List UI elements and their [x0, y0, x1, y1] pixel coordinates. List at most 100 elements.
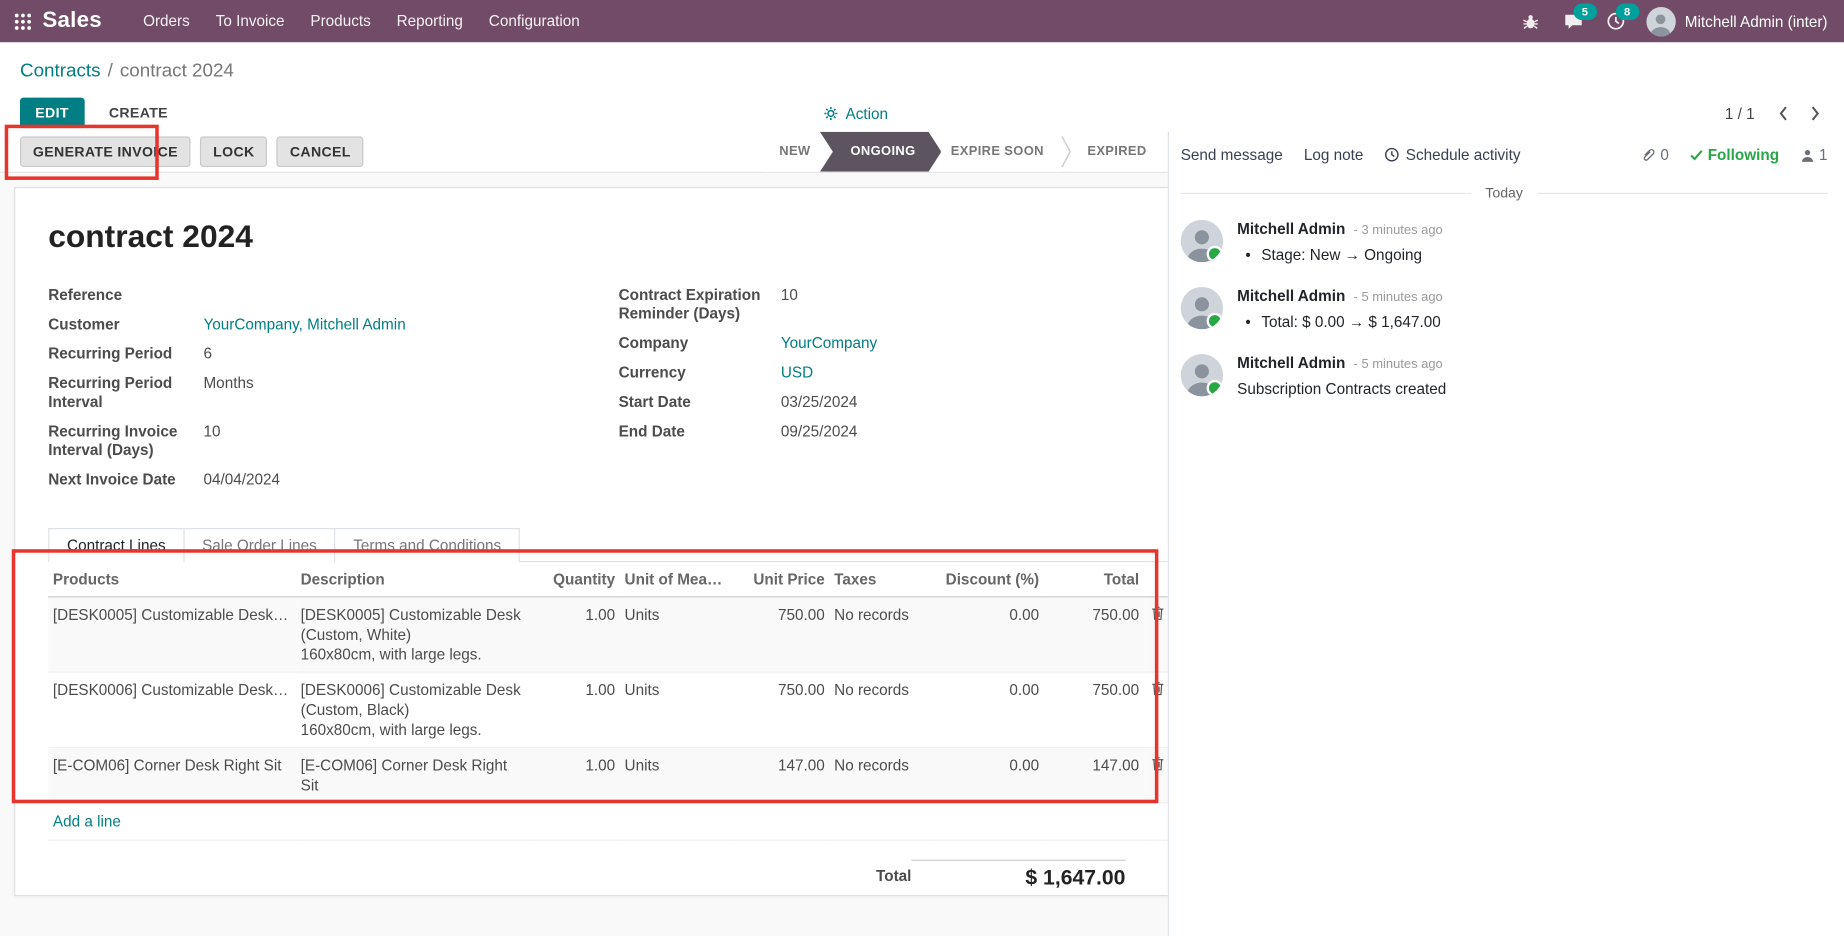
line-uom[interactable]: Units [624, 605, 660, 624]
recurring-period-interval-value[interactable]: Months [203, 373, 254, 392]
menu-configuration[interactable]: Configuration [488, 11, 580, 30]
line-product[interactable]: [DESK0005] Customizable Desk (Custom, Wh… [52, 605, 296, 624]
message-time: - 3 minutes ago [1353, 223, 1443, 238]
contract-expiration-value[interactable]: 10 [780, 285, 798, 304]
line-taxes[interactable]: No records [834, 680, 909, 699]
table-header-row: Products Description Quantity Unit of Me… [48, 562, 1173, 598]
followers-button[interactable]: 1 [1800, 145, 1828, 164]
delete-line-icon[interactable] [1152, 606, 1165, 621]
message-author[interactable]: Mitchell Admin [1237, 353, 1346, 372]
pager: 1 / 1 [1725, 103, 1828, 123]
messages-icon[interactable]: 5 [1561, 3, 1597, 33]
fields-right-column: Contract Expiration Reminder (Days) 10 C… [619, 286, 1173, 500]
contract-line-row-3[interactable]: [E-COM06] Corner Desk Right Sit [E-COM06… [48, 747, 1173, 803]
line-quantity[interactable]: 1.00 [585, 605, 616, 624]
stage-ongoing[interactable]: ONGOING [820, 132, 941, 172]
messages-badge: 5 [1573, 3, 1597, 20]
line-description[interactable]: [DESK0005] Customizable Desk (Custom, Wh… [300, 605, 521, 664]
stage-pipeline: NEW ONGOING EXPIRE SOON EXPIRED [762, 131, 1164, 172]
tab-sale-order-lines[interactable]: Sale Order Lines [183, 528, 336, 563]
following-button[interactable]: Following [1690, 146, 1779, 163]
customer-value-link[interactable]: YourCompany, Mitchell Admin [203, 315, 406, 333]
line-product[interactable]: [DESK0006] Customizable Desk (Custom, Bl… [52, 680, 296, 699]
header-description[interactable]: Description [295, 562, 530, 598]
header-unit-of-measure[interactable]: Unit of Measure [619, 562, 730, 598]
menu-to-invoice[interactable]: To Invoice [215, 11, 285, 30]
pager-previous-icon[interactable] [1771, 103, 1796, 123]
company-value-link[interactable]: YourCompany [780, 333, 878, 352]
add-line-link[interactable]: Add a line [52, 812, 121, 831]
contract-lines-table: Products Description Quantity Unit of Me… [48, 562, 1173, 841]
message-author[interactable]: Mitchell Admin [1237, 286, 1346, 305]
line-description[interactable]: [E-COM06] Corner Desk Right Sit [300, 756, 508, 794]
line-quantity[interactable]: 1.00 [585, 756, 616, 774]
line-product[interactable]: [E-COM06] Corner Desk Right Sit [52, 756, 282, 774]
delete-line-icon[interactable] [1152, 756, 1165, 771]
end-date-value[interactable]: 09/25/2024 [780, 422, 858, 440]
cancel-button[interactable]: CANCEL [276, 136, 364, 167]
debug-bug-icon[interactable] [1519, 9, 1543, 33]
tab-contract-lines[interactable]: Contract Lines [48, 528, 185, 563]
breadcrumb-contracts-link[interactable]: Contracts [19, 61, 101, 82]
line-unit-price[interactable]: 750.00 [777, 605, 825, 624]
end-date-label: End Date [618, 422, 685, 440]
lock-button[interactable]: LOCK [200, 136, 268, 167]
generate-invoice-button[interactable]: GENERATE INVOICE [19, 136, 191, 167]
menu-reporting[interactable]: Reporting [396, 11, 463, 30]
menu-orders[interactable]: Orders [143, 11, 190, 30]
recurring-invoice-interval-value[interactable]: 10 [203, 422, 221, 440]
main-menu: Orders To Invoice Products Reporting Con… [130, 0, 593, 42]
menu-products[interactable]: Products [310, 11, 371, 30]
header-products[interactable]: Products [48, 562, 296, 598]
line-uom[interactable]: Units [624, 756, 660, 774]
delete-line-icon[interactable] [1152, 681, 1165, 696]
line-description[interactable]: [DESK0006] Customizable Desk (Custom, Bl… [300, 680, 521, 739]
stage-expired[interactable]: EXPIRED [1070, 131, 1164, 172]
top-navbar: Sales Orders To Invoice Products Reporti… [0, 0, 1844, 43]
header-discount[interactable]: Discount (%) [931, 562, 1044, 598]
header-unit-price[interactable]: Unit Price [729, 562, 830, 598]
contract-line-row-2[interactable]: [DESK0006] Customizable Desk (Custom, Bl… [48, 672, 1173, 748]
line-discount[interactable]: 0.00 [1009, 756, 1040, 774]
header-total[interactable]: Total [1043, 562, 1144, 598]
create-button[interactable]: CREATE [94, 98, 184, 129]
customer-label: Customer [48, 315, 120, 333]
line-quantity[interactable]: 1.00 [585, 680, 616, 699]
activities-clock-icon[interactable]: 8 [1604, 3, 1639, 33]
contract-line-row-1[interactable]: [DESK0005] Customizable Desk (Custom, Wh… [48, 597, 1173, 673]
apps-grid-icon[interactable] [12, 11, 33, 32]
pager-next-icon[interactable] [1803, 103, 1828, 123]
currency-value-link[interactable]: USD [780, 363, 814, 382]
line-unit-price[interactable]: 750.00 [777, 680, 825, 699]
line-uom[interactable]: Units [624, 680, 660, 699]
app-title[interactable]: Sales [42, 8, 102, 33]
avatar[interactable] [1180, 286, 1224, 330]
action-menu-button[interactable]: Action [823, 104, 888, 122]
line-unit-price[interactable]: 147.00 [777, 756, 825, 774]
line-taxes[interactable]: No records [834, 756, 909, 774]
gear-icon [823, 105, 838, 120]
log-note-button[interactable]: Log note [1303, 145, 1364, 164]
edit-button[interactable]: EDIT [19, 97, 85, 129]
message-author[interactable]: Mitchell Admin [1237, 219, 1346, 238]
stage-new[interactable]: NEW [762, 131, 827, 172]
line-discount[interactable]: 0.00 [1009, 680, 1040, 699]
follower-count: 1 [1819, 145, 1828, 164]
avatar[interactable] [1180, 219, 1224, 263]
line-discount[interactable]: 0.00 [1009, 605, 1040, 624]
attachments-button[interactable]: 0 [1640, 146, 1669, 163]
start-date-value[interactable]: 03/25/2024 [780, 392, 858, 411]
header-quantity[interactable]: Quantity [529, 562, 620, 598]
send-message-button[interactable]: Send message [1180, 145, 1283, 164]
recurring-invoice-interval-label: Recurring Invoice Interval (Days) [48, 422, 178, 459]
next-invoice-date-value[interactable]: 04/04/2024 [203, 470, 280, 489]
avatar[interactable] [1180, 353, 1224, 397]
line-taxes[interactable]: No records [834, 605, 909, 624]
tab-terms-and-conditions[interactable]: Terms and Conditions [334, 528, 520, 563]
schedule-activity-button[interactable]: Schedule activity [1385, 146, 1520, 163]
recurring-period-value[interactable]: 6 [203, 344, 212, 363]
header-taxes[interactable]: Taxes [829, 562, 932, 598]
stage-expire-soon[interactable]: EXPIRE SOON [934, 131, 1061, 172]
user-menu[interactable]: Mitchell Admin (inter) [1645, 6, 1828, 36]
column-options-icon[interactable]: ⋮ [1148, 569, 1165, 589]
